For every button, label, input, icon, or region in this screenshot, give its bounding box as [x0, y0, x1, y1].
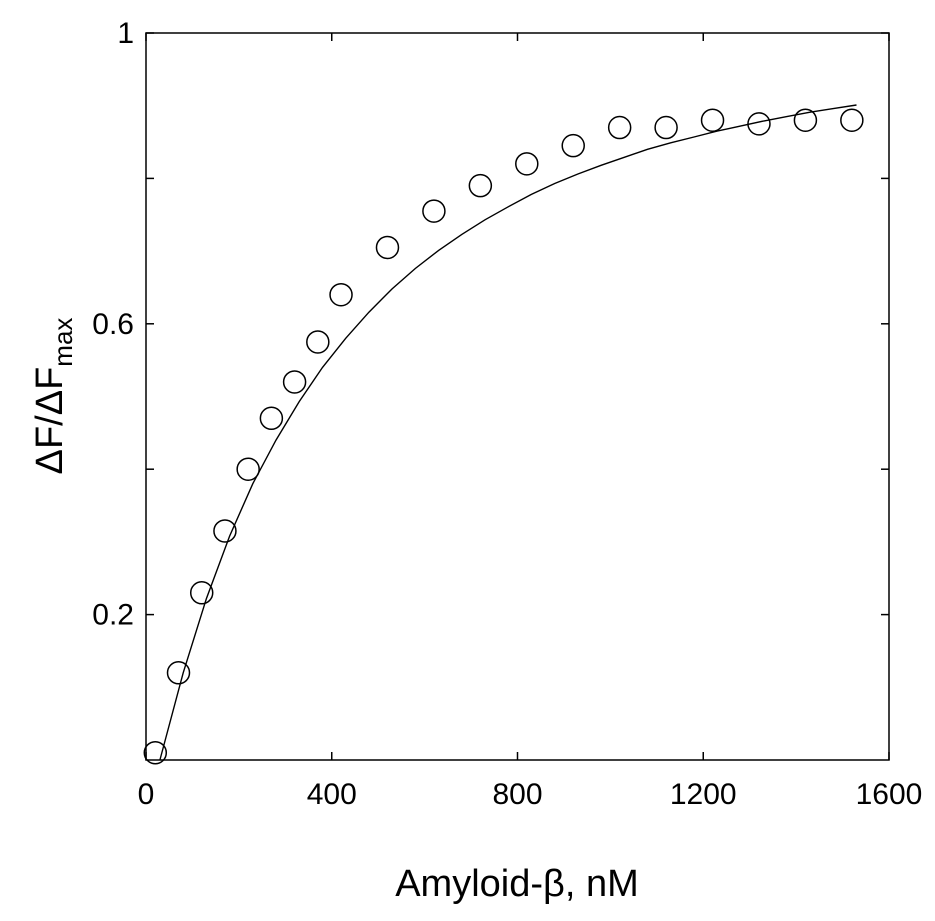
axis-ticks — [145, 32, 890, 760]
data-point — [422, 199, 446, 223]
x-tick-label: 1600 — [856, 778, 923, 811]
y-tick-label: 0.6 — [92, 308, 134, 341]
axis-tick-labels: 0 400 800 1200 1600 0.2 0.6 1 — [92, 17, 922, 811]
x-tick-label: 800 — [492, 778, 542, 811]
data-point — [306, 330, 330, 354]
y-axis-title-subscript: max — [48, 318, 78, 367]
data-point — [561, 133, 585, 158]
plot-frame — [145, 32, 890, 761]
data-point — [793, 108, 818, 132]
data-point — [747, 112, 771, 136]
data-point — [282, 370, 307, 394]
data-point — [329, 282, 353, 307]
data-point — [166, 661, 191, 685]
x-tick-label: 1200 — [670, 778, 737, 811]
x-axis-title: Amyloid-β, nM — [395, 863, 639, 905]
data-point — [515, 152, 539, 176]
data-point — [189, 581, 214, 605]
data-point — [700, 108, 725, 132]
data-points-group — [143, 108, 864, 765]
data-point — [213, 519, 237, 543]
data-point — [375, 235, 400, 260]
x-tick-label: 400 — [307, 778, 357, 811]
y-tick-label: 1 — [117, 17, 134, 50]
data-point — [143, 740, 168, 765]
data-point — [840, 108, 864, 132]
data-point — [468, 173, 493, 198]
data-point — [236, 457, 260, 481]
data-point — [607, 115, 632, 140]
fit-curve-group — [159, 104, 857, 761]
y-tick-label: 0.2 — [92, 599, 134, 632]
data-point — [259, 406, 284, 431]
fit-curve — [159, 104, 857, 761]
y-axis-title: ΔF/ΔFmax — [29, 318, 78, 475]
x-tick-label: 0 — [138, 778, 155, 811]
y-axis-title-main: ΔF/ΔF — [29, 367, 71, 475]
data-point — [654, 115, 678, 140]
